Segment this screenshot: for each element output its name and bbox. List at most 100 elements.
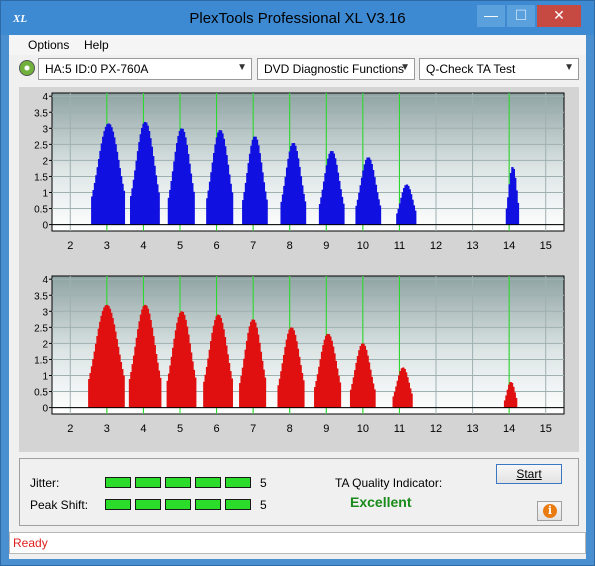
data-bar xyxy=(106,124,109,225)
data-bar xyxy=(288,329,291,408)
data-bar xyxy=(121,183,124,225)
data-bar xyxy=(263,377,267,408)
data-bar xyxy=(222,138,226,225)
data-bar xyxy=(401,192,405,225)
function-select[interactable]: DVD Diagnostic Functions ▼ xyxy=(257,58,415,80)
data-bar xyxy=(393,391,397,408)
drive-select[interactable]: HA:5 ID:0 PX-760A ▼ xyxy=(38,58,252,80)
y-tick-label: 2.5 xyxy=(34,140,48,151)
plot-area xyxy=(51,275,565,415)
data-bar xyxy=(285,339,289,408)
data-bar xyxy=(333,158,337,225)
data-bar xyxy=(336,172,340,225)
data-bar xyxy=(298,356,301,408)
data-bar xyxy=(300,373,304,408)
data-bar xyxy=(214,320,217,408)
data-bar xyxy=(258,342,261,408)
title-bar[interactable]: XL PlexTools Professional XL V3.16 — ☐ ✕ xyxy=(1,1,594,35)
data-bar xyxy=(174,151,178,225)
data-bar xyxy=(399,370,402,408)
data-bar xyxy=(326,333,329,408)
data-bar xyxy=(299,365,302,408)
data-bar xyxy=(330,340,333,408)
info-button[interactable]: i xyxy=(537,501,562,521)
data-bar xyxy=(329,336,332,408)
data-bar xyxy=(103,131,106,225)
data-bar xyxy=(143,121,147,225)
data-bar xyxy=(250,321,253,408)
data-bar xyxy=(183,314,186,408)
data-bar xyxy=(281,363,284,408)
data-bar xyxy=(173,338,176,408)
data-bar xyxy=(211,332,214,408)
peak-shift-meter-segment xyxy=(225,499,251,510)
data-bar xyxy=(355,205,358,225)
close-button[interactable]: ✕ xyxy=(537,5,581,27)
data-bar xyxy=(342,203,345,225)
maximize-button[interactable]: ☐ xyxy=(507,5,535,27)
data-bar xyxy=(166,380,169,408)
menu-help[interactable]: Help xyxy=(84,38,109,52)
test-select[interactable]: Q-Check TA Test ▼ xyxy=(419,58,579,80)
data-bar xyxy=(355,362,358,408)
start-button[interactable]: Start xyxy=(496,464,562,484)
data-bar xyxy=(215,316,218,408)
data-bar xyxy=(510,382,514,408)
data-bar xyxy=(259,162,263,225)
data-bar xyxy=(176,322,179,408)
x-tick-label: 3 xyxy=(104,240,110,252)
data-bar xyxy=(150,327,154,408)
x-tick-label: 10 xyxy=(357,423,369,435)
data-bar xyxy=(175,143,179,225)
data-bar xyxy=(244,349,247,408)
menu-options[interactable]: Options xyxy=(28,38,70,52)
data-bar xyxy=(97,159,101,225)
data-bar xyxy=(93,182,97,225)
chevron-down-icon: ▼ xyxy=(400,62,410,73)
data-bar xyxy=(411,199,414,225)
start-button-label: Start xyxy=(516,467,542,481)
data-bar xyxy=(118,354,121,408)
y-tick-label: 2.5 xyxy=(34,323,48,334)
peak-shift-meter-segment xyxy=(135,499,161,510)
data-bar xyxy=(185,326,189,408)
x-tick-label: 10 xyxy=(357,240,369,252)
menu-bar: Options Help xyxy=(9,35,586,55)
x-tick-label: 8 xyxy=(287,423,293,435)
data-bar xyxy=(139,314,143,408)
data-bar xyxy=(277,385,280,408)
data-bar xyxy=(220,322,224,408)
data-bar xyxy=(243,358,246,408)
minimize-button[interactable]: — xyxy=(477,5,505,27)
x-tick-label: 13 xyxy=(466,240,478,252)
data-bar xyxy=(156,362,159,408)
peak-shift-value: 5 xyxy=(260,498,267,512)
data-bar xyxy=(157,192,160,225)
x-tick-label: 12 xyxy=(430,423,442,435)
data-bar xyxy=(254,136,257,225)
data-bar xyxy=(516,202,520,225)
peak-shift-label: Peak Shift: xyxy=(30,498,89,512)
data-bar xyxy=(289,327,293,408)
data-bar xyxy=(515,190,518,225)
data-bar xyxy=(138,321,141,408)
y-tick-label: 1 xyxy=(42,188,48,199)
data-bar xyxy=(140,127,144,225)
data-bar xyxy=(376,192,379,225)
y-tick-label: 3 xyxy=(42,307,48,318)
data-bar xyxy=(398,203,402,225)
data-bar xyxy=(296,158,300,225)
data-bar xyxy=(99,321,102,408)
data-bar xyxy=(150,146,153,225)
drive-select-value: HA:5 ID:0 PX-760A xyxy=(45,62,149,76)
data-bar xyxy=(194,377,197,408)
data-bar xyxy=(223,146,227,225)
data-bar xyxy=(508,384,511,408)
data-bar xyxy=(115,151,119,225)
window-title: PlexTools Professional XL V3.16 xyxy=(189,10,406,27)
y-tick-label: 2 xyxy=(42,339,48,350)
data-bar xyxy=(114,331,117,408)
data-bar xyxy=(505,208,509,225)
data-bar xyxy=(284,346,287,408)
data-bar xyxy=(331,346,335,408)
